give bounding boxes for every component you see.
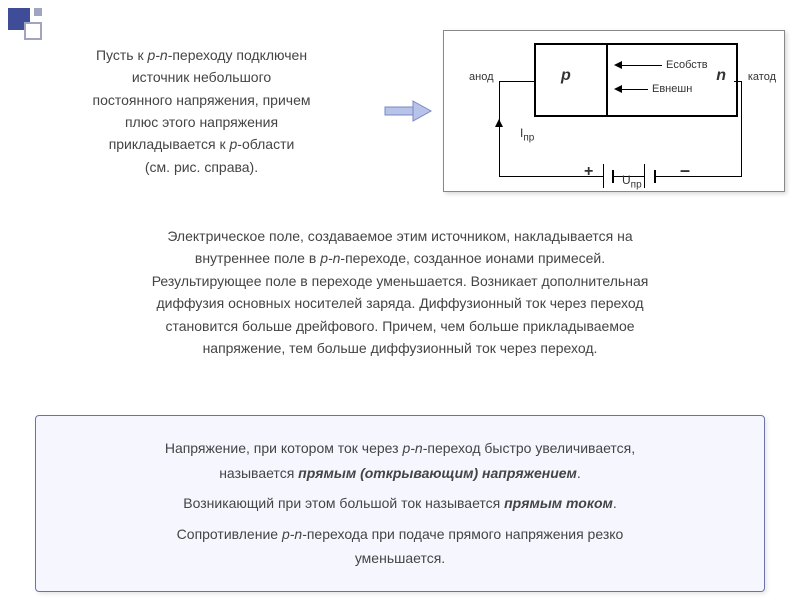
term-forward-voltage: прямым (открывающим) напряжением <box>298 465 577 481</box>
anode-label: анод <box>469 71 494 83</box>
n-label: n <box>716 67 726 85</box>
intro-l6: (см. рис. справа). <box>145 159 258 175</box>
mid-l5: становится больше дрейфового. Причем, че… <box>165 318 634 334</box>
mid-l3: Результирующее поле в переходе уменьшает… <box>152 273 649 289</box>
intro-l1b: -переходу подключен <box>168 47 307 63</box>
mid-text: Электрическое поле, создаваемое этим ист… <box>30 225 770 359</box>
card-p2: Возникающий при этом большой ток называе… <box>56 491 744 516</box>
e-vnesh-arrow: Eвнешн <box>614 83 692 95</box>
mid-l2a: внутреннее поле в <box>195 250 320 266</box>
upr-label: Uпр <box>622 173 642 190</box>
mid-l1: Электрическое поле, создаваемое этим ист… <box>167 228 632 244</box>
intro-pn: p-n <box>147 47 167 63</box>
intro-l1: Пусть к <box>96 47 148 63</box>
card-p3: Сопротивление p-n-перехода при подаче пр… <box>56 522 744 571</box>
intro-l5b: -области <box>237 136 294 152</box>
intro-l4: плюс этого напряжения <box>125 114 278 130</box>
term-forward-current: прямым током <box>504 495 613 511</box>
pn-box: p n Eсобств Eвнешн <box>534 43 738 117</box>
plus-sign: + <box>584 163 593 181</box>
top-row: Пусть к p-n-переходу подключен источник … <box>30 30 785 192</box>
intro-l2: источник небольшого <box>132 69 271 85</box>
p-label: p <box>561 67 571 85</box>
cathode-label: катод <box>748 71 776 83</box>
intro-text: Пусть к p-n-переходу подключен источник … <box>30 44 373 178</box>
current-arrow <box>495 119 503 127</box>
arrow-icon <box>383 99 433 123</box>
ipr-label: Iпр <box>520 126 534 143</box>
e-sobstv-arrow: Eсобств <box>614 59 708 71</box>
mid-pn: p-n <box>320 250 340 266</box>
intro-l5a: прикладывается к <box>109 136 230 152</box>
mid-l4: диффузия основных носителей заряда. Дифф… <box>156 295 643 311</box>
mid-l6: напряжение, тем больше диффузионный ток … <box>203 340 598 356</box>
minus-sign: – <box>680 160 690 181</box>
card-p1: Напряжение, при котором ток через p-n-пе… <box>56 436 744 485</box>
mid-l2b: -переходе, созданное ионами примесей. <box>340 250 605 266</box>
intro-l3: постоянного напряжения, причем <box>93 92 311 108</box>
definition-card: Напряжение, при котором ток через p-n-пе… <box>35 415 765 592</box>
circuit-diagram: анод катод Iпр p n Eсобств <box>443 30 785 192</box>
